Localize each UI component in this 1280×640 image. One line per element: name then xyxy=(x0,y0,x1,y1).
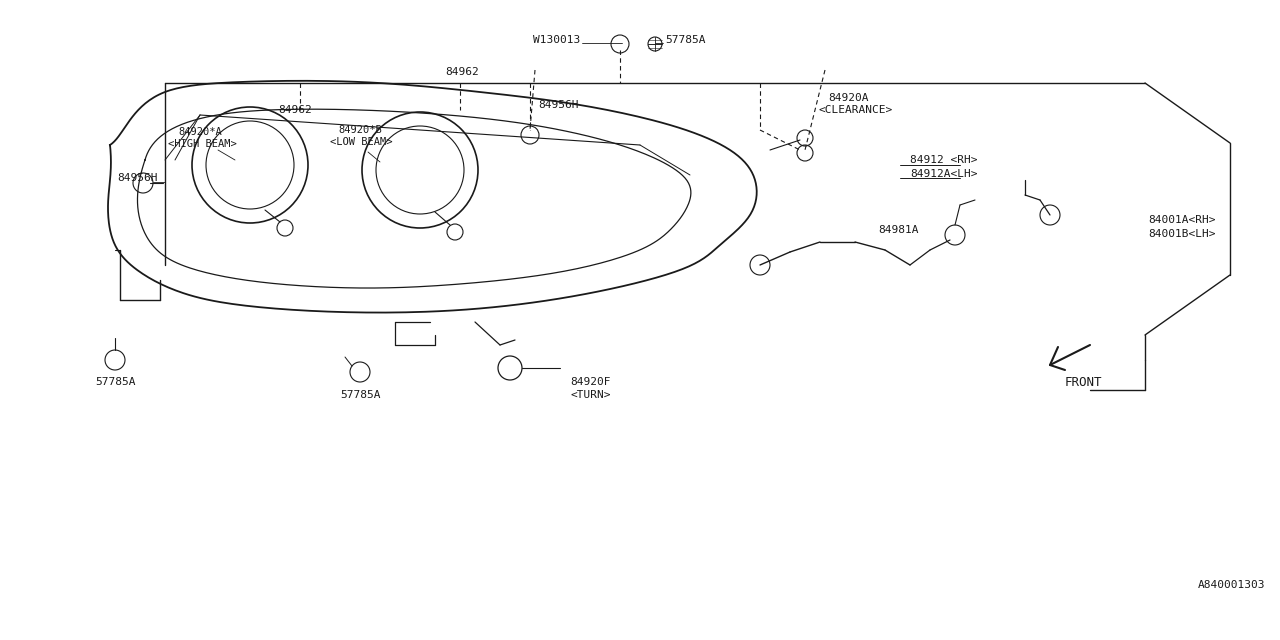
Text: 57785A: 57785A xyxy=(666,35,705,45)
Text: 84920F: 84920F xyxy=(570,377,611,387)
Text: 84912 <RH>: 84912 <RH> xyxy=(910,155,978,165)
Text: 84001B<LH>: 84001B<LH> xyxy=(1148,229,1216,239)
Text: 84962: 84962 xyxy=(278,105,312,115)
Text: 84956H: 84956H xyxy=(538,100,579,110)
Text: <CLEARANCE>: <CLEARANCE> xyxy=(818,105,892,115)
Text: 84920*A: 84920*A xyxy=(178,127,221,137)
Text: 57785A: 57785A xyxy=(95,377,136,387)
Text: <LOW BEAM>: <LOW BEAM> xyxy=(330,137,393,147)
Text: A840001303: A840001303 xyxy=(1198,580,1265,590)
Text: <HIGH BEAM>: <HIGH BEAM> xyxy=(168,139,237,149)
Text: 84956H: 84956H xyxy=(118,173,157,183)
Text: <TURN>: <TURN> xyxy=(570,390,611,400)
Text: 84981A: 84981A xyxy=(878,225,919,235)
Text: FRONT: FRONT xyxy=(1065,376,1102,388)
Text: 57785A: 57785A xyxy=(339,390,380,400)
Text: 84920A: 84920A xyxy=(828,93,869,103)
Text: 84920*B: 84920*B xyxy=(338,125,381,135)
Text: 84962: 84962 xyxy=(445,67,479,77)
Text: 84912A<LH>: 84912A<LH> xyxy=(910,169,978,179)
Text: 84001A<RH>: 84001A<RH> xyxy=(1148,215,1216,225)
Text: W130013: W130013 xyxy=(532,35,580,45)
